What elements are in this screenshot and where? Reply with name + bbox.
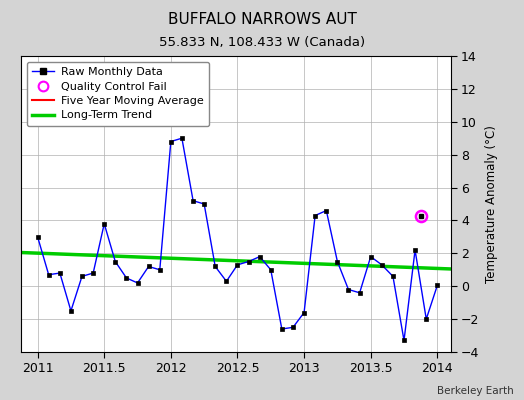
Text: Berkeley Earth: Berkeley Earth — [437, 386, 514, 396]
Text: 55.833 N, 108.433 W (Canada): 55.833 N, 108.433 W (Canada) — [159, 36, 365, 49]
Legend: Raw Monthly Data, Quality Control Fail, Five Year Moving Average, Long-Term Tren: Raw Monthly Data, Quality Control Fail, … — [27, 62, 209, 126]
Y-axis label: Temperature Anomaly (°C): Temperature Anomaly (°C) — [485, 125, 498, 283]
Text: BUFFALO NARROWS AUT: BUFFALO NARROWS AUT — [168, 12, 356, 27]
